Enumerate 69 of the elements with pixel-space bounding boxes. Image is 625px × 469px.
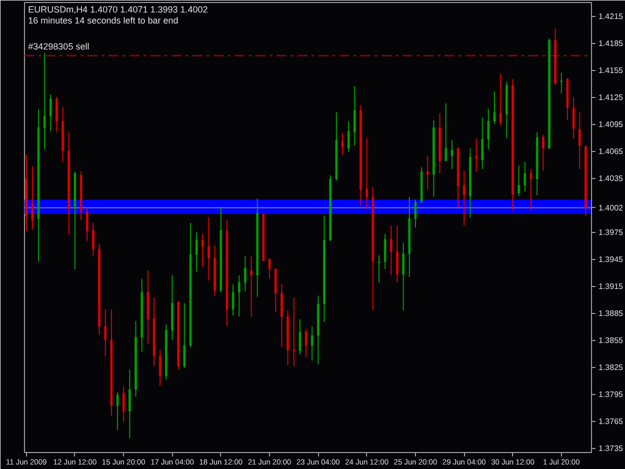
ref-line-label: 1.4002 [598,204,624,213]
candlestick [414,199,417,228]
y-tick-label: 1.4155 [598,66,624,75]
candlestick [128,369,131,439]
y-tick-label: 1.3915 [598,282,624,291]
y-tick-label: 1.4125 [598,93,624,102]
candlestick [518,164,520,196]
candlestick [232,284,234,316]
candlestick [298,318,302,355]
candlestick [31,166,34,230]
y-tick-label: 1.4095 [598,120,624,129]
y-tick-label: 1.3885 [598,309,624,318]
candlestick [43,52,46,150]
candlestick [524,161,526,192]
candlestick [292,297,296,367]
y-tick-label: 1.3855 [598,336,624,345]
candlestick [384,233,386,270]
candlestick [354,86,356,146]
candlestick [475,138,478,172]
candlestick [122,386,125,422]
candlestick [244,256,246,292]
candlestick [426,155,429,190]
candlestick [158,349,162,386]
candlestick [444,102,448,162]
y-tick-label: 1.3945 [598,255,624,264]
y-tick-label: 1.3795 [598,390,624,399]
y-tick-label: 1.3825 [598,363,624,372]
candlestick [542,134,544,172]
candlestick [49,94,52,132]
candlestick [481,117,484,170]
candlestick [104,308,107,357]
chart-title: EURUSDm,H4 1.4070 1.4071 1.3993 1.4002 [28,4,208,14]
candlestick [450,140,454,170]
candlestick [86,207,88,242]
candlestick [390,225,392,276]
candlestick [56,96,58,133]
y-tick-label: 1.3975 [598,228,624,237]
candlestick [201,233,204,268]
candlestick [402,242,404,311]
candlestick [378,254,380,283]
candlestick [183,302,186,368]
candlestick [366,138,368,210]
candlestick [396,225,398,283]
y-tick-label: 1.4215 [598,12,624,21]
candlestick [578,112,581,170]
y-tick-label: 1.3765 [598,417,624,426]
candlestick [280,284,283,348]
candlestick [250,256,252,318]
candlestick [208,217,210,282]
candlestick [499,73,502,126]
candlestick [116,392,119,430]
candlestick [195,232,198,272]
y-tick-label: 1.4035 [598,174,624,183]
ref-line-label: #34298305 sell [28,42,90,52]
candlestick [238,274,240,318]
candlestick [268,258,271,280]
candlestick [487,108,490,150]
candlestick [347,120,350,152]
text: 16 minutes 14 seconds left to bar end [28,15,178,26]
candlestick [493,91,496,124]
y-tick-label: 1.3735 [598,444,624,453]
y-tick-label: 1.4065 [598,147,624,156]
candlestick [92,222,94,257]
candlestick [560,72,563,94]
candlestick [304,328,308,358]
candlestick [310,326,314,362]
candlestick [572,96,575,139]
y-tick-label: 1.4185 [598,39,624,48]
candlestick [462,170,466,226]
